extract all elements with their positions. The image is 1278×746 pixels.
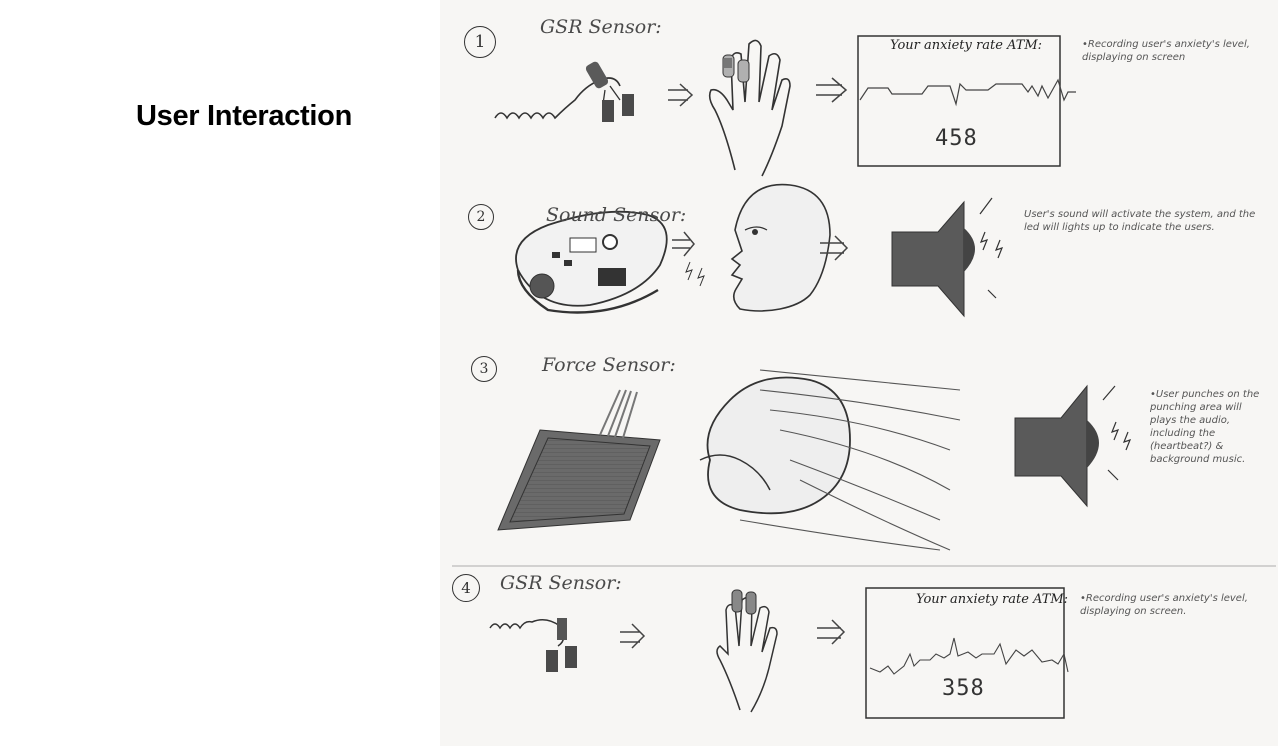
speaker-icon-3 [1014,384,1132,508]
step-number-2: 2 [468,204,494,230]
arrow-1b [816,77,848,103]
fist-punching [699,369,961,551]
head-shouting [685,183,831,312]
screen-4-title: Your anxiety rate ATM: [916,592,1069,607]
screen-1 [857,35,1076,167]
sketch-drawing [452,35,1276,719]
arrow-2a [672,231,695,257]
step-1-gsr-sensor-drawing [494,61,634,122]
screen-1-title: Your anxiety rate ATM: [890,38,1043,53]
step-4-note: •Recording user's anxiety's level, displ… [1080,593,1248,617]
step-number-4: 4 [452,574,480,602]
screen-4-value: 358 [942,676,985,701]
screen-1-value: 458 [935,126,978,151]
step-number-1: 1 [464,26,496,58]
step-3-force-sensor-drawing [497,389,661,531]
screen-4 [865,587,1069,719]
step-number-3: 3 [471,356,497,382]
step-label-1: GSR Sensor: [540,16,662,38]
step-2-note: User's sound will activate the system, a… [1024,209,1256,233]
step-1-note: •Recording user's anxiety's level, displ… [1082,39,1250,63]
step-3-note: •User punches on the punching area will … [1150,389,1260,465]
hand-with-sensors-1 [708,39,791,177]
arrow-4b [817,619,846,645]
step-label-2: Sound Sensor: [546,204,687,226]
sketch-sheet: 1 GSR Sensor: Your anxiety rate ATM: 458… [440,0,1278,746]
step-label-3: Force Sensor: [542,354,676,376]
arrow-4a [620,623,646,649]
step-4-gsr-sensor-drawing [489,618,577,672]
speaker-icon [891,197,1004,318]
page-title: User Interaction [136,100,352,132]
arrow-2b [820,235,849,261]
arrow-1a [668,83,694,107]
step-2-sound-sensor-drawing [515,210,668,314]
step-label-4: GSR Sensor: [500,572,622,594]
hand-with-sensors-4 [716,589,778,713]
